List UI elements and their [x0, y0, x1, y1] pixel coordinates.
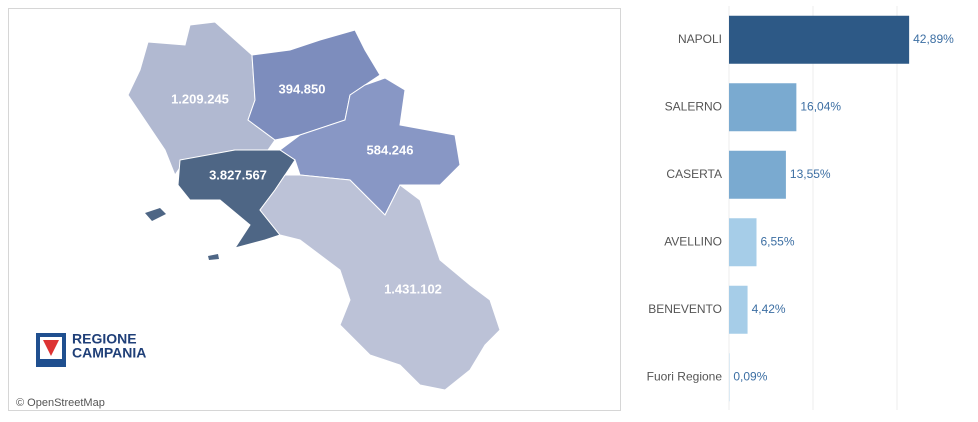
- category-label: NAPOLI: [678, 32, 722, 46]
- category-label: SALERNO: [665, 99, 722, 113]
- category-label: CASERTA: [666, 167, 722, 181]
- value-label: 6,55%: [761, 234, 795, 248]
- bar: [729, 16, 909, 64]
- value-label: 16,04%: [800, 99, 841, 113]
- category-label: Fuori Regione: [647, 369, 723, 383]
- value-label: 42,89%: [913, 32, 954, 46]
- value-label: 4,42%: [752, 302, 786, 316]
- bar: [729, 83, 796, 131]
- value-label: 13,55%: [790, 167, 831, 181]
- category-label: BENEVENTO: [648, 302, 722, 316]
- province-value: 3.827.567: [209, 167, 267, 182]
- attribution: © OpenStreetMap: [16, 397, 105, 409]
- bar: [729, 286, 748, 334]
- province-value: 584.246: [367, 142, 414, 157]
- value-label: 0,09%: [733, 369, 767, 383]
- bar: [729, 151, 786, 199]
- bar: [729, 218, 757, 266]
- province-value: 1.431.102: [384, 281, 442, 296]
- province-value: 394.850: [279, 81, 326, 96]
- category-label: AVELLINO: [664, 234, 722, 248]
- logo-text: CAMPANIA: [72, 345, 146, 361]
- province-value: 1.209.245: [171, 91, 229, 106]
